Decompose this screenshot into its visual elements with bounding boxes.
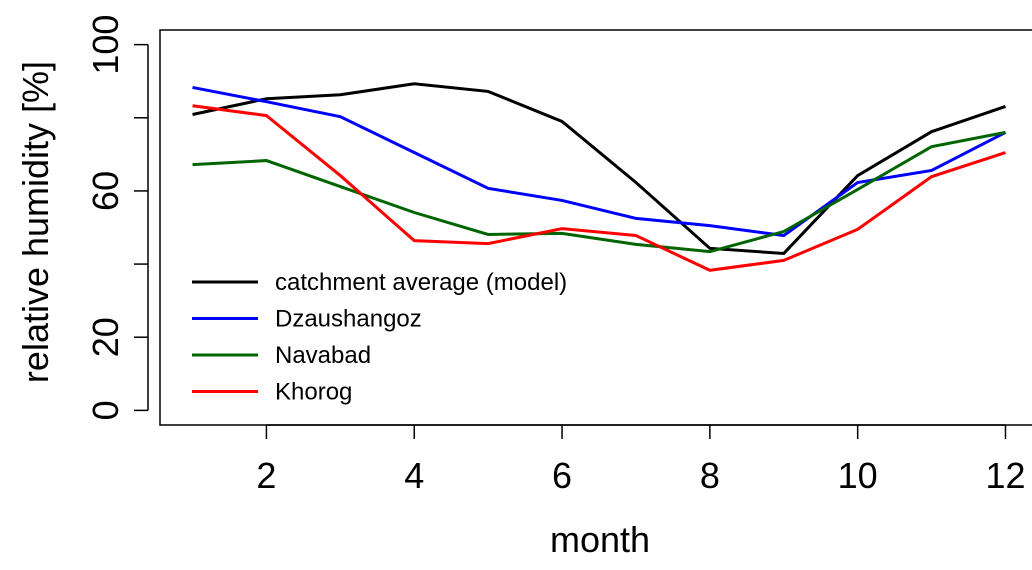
x-tick-label: 2 <box>256 455 276 496</box>
legend-label: Navabad <box>275 342 371 369</box>
legend-label: catchment average (model) <box>275 269 567 296</box>
x-tick-label: 12 <box>985 455 1025 496</box>
line <box>192 82 1006 256</box>
x-tick-label: 10 <box>838 455 878 496</box>
y-tick-label: 0 <box>85 400 126 420</box>
line <box>192 85 1007 238</box>
line <box>192 104 1006 272</box>
legend-label: Dzaushangoz <box>275 306 422 333</box>
legend-label: Khorog <box>275 379 352 406</box>
y-tick-label: 20 <box>85 317 126 357</box>
x-tick-label: 6 <box>552 455 572 496</box>
y-axis-label: relative humidity [%] <box>15 61 56 383</box>
x-tick-label: 4 <box>404 455 424 496</box>
y-tick-label: 100 <box>85 15 126 75</box>
x-axis-label: month <box>550 519 650 560</box>
line <box>192 130 1006 254</box>
y-tick-label: 60 <box>85 171 126 211</box>
x-tick-label: 8 <box>700 455 720 496</box>
